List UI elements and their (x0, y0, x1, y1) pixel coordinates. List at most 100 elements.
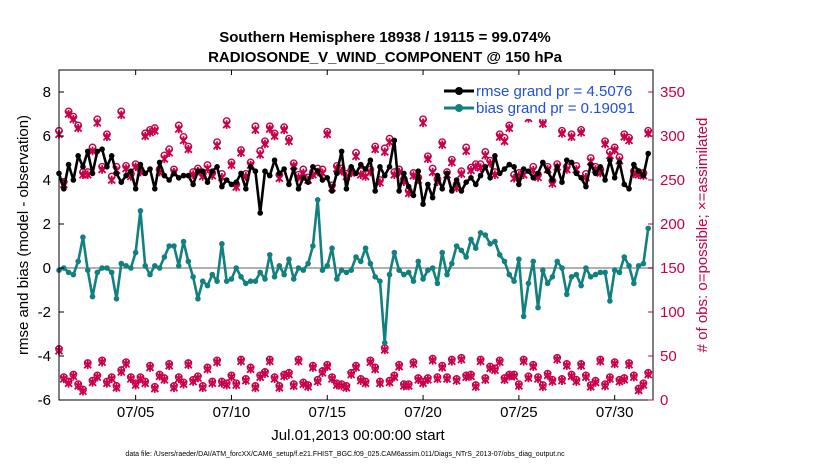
rmse-point (592, 170, 599, 177)
obs-assimilated-marker (107, 374, 116, 384)
bias-point (142, 263, 149, 269)
obs-assimilated-marker (284, 136, 294, 146)
obs-assimilated-marker (256, 150, 265, 159)
bias-point (113, 296, 120, 302)
obs-assimilated-marker (227, 372, 236, 382)
bias-point (80, 234, 86, 240)
rmse-point (228, 181, 235, 188)
obs-assimilated-marker (270, 374, 279, 384)
rmse-point (104, 164, 110, 170)
rmse-point (185, 172, 192, 179)
rmse-point (353, 170, 359, 177)
bias-point (429, 265, 436, 271)
bias-point (439, 249, 446, 256)
y-left-tick-label: 6 (43, 128, 51, 145)
obs-assimilated-marker (126, 374, 135, 384)
obs-assimilated-marker (577, 361, 586, 370)
bias-point (463, 254, 469, 260)
bias-point (482, 232, 489, 238)
rmse-point (415, 168, 422, 174)
bias-point (137, 208, 144, 214)
y-axis-left-label: rmse and bias (model - observation) (15, 115, 32, 355)
rmse-point (372, 188, 378, 194)
bias-point (338, 267, 345, 274)
obs-assimilated-marker (217, 378, 227, 388)
obs-assimilated-marker (198, 383, 207, 392)
rmse-point (444, 170, 450, 177)
obs-assimilated-marker (107, 175, 116, 185)
rmse-point (377, 164, 383, 170)
bias-point (583, 265, 589, 271)
obs-assimilated-marker (538, 119, 547, 128)
rmse-point (506, 161, 513, 168)
bias-point (525, 280, 532, 287)
bias-point (65, 269, 72, 276)
y-axis-left: -6 -4 -2 0 2 4 6 8 (38, 84, 64, 409)
obs-assimilated-marker (323, 129, 332, 139)
bias-point (367, 260, 374, 267)
bias-point (132, 249, 139, 256)
obs-assimilated-marker (438, 140, 447, 150)
rmse-point (362, 166, 369, 172)
bias-point (171, 243, 177, 249)
obs-assimilated-marker (485, 364, 495, 373)
bias-point (314, 197, 321, 203)
x-tick-label: 07/10 (213, 404, 251, 421)
plot-area (59, 70, 653, 400)
obs-assimilated-marker (179, 136, 188, 145)
bias-point (449, 260, 455, 267)
obs-assimilated-marker (509, 371, 519, 381)
obs-assimilated-marker (117, 367, 126, 377)
obs-assimilated-marker (74, 123, 83, 133)
rmse-point (161, 172, 168, 179)
bias-point (257, 269, 263, 276)
rmse-point (401, 170, 407, 177)
obs-assimilated-marker (577, 128, 586, 137)
obs-assimilated-marker (342, 383, 351, 392)
obs-assimilated-marker (251, 383, 260, 392)
rmse-point (152, 186, 158, 192)
obs-assimilated-marker (366, 357, 375, 367)
rmse-point (602, 177, 608, 183)
obs-assimilated-marker (581, 372, 591, 382)
obs-assimilated-marker (457, 169, 466, 179)
bias-point (238, 274, 244, 280)
bias-point (334, 276, 340, 282)
obs-assimilated-marker (572, 377, 581, 386)
rmse-series (56, 137, 652, 216)
bias-point (520, 313, 527, 320)
rmse-point (214, 164, 220, 170)
obs-assimilated-marker (562, 361, 571, 370)
rmse-point (219, 183, 225, 190)
obs-assimilated-marker (280, 371, 289, 381)
rmse-point (190, 181, 196, 188)
rmse-point (631, 161, 637, 168)
bias-point (252, 278, 259, 285)
plot-frame (58, 69, 654, 401)
obs-assimilated-marker (145, 128, 155, 137)
bias-point (94, 269, 101, 276)
bias-point (587, 274, 594, 280)
obs-assimilated-marker (265, 124, 274, 134)
obs-assimilated-marker (442, 374, 452, 384)
rmse-point (640, 172, 647, 179)
bias-point (540, 267, 546, 274)
bias-point (228, 276, 235, 282)
bias-point (645, 225, 652, 232)
rmse-point (209, 168, 216, 174)
obs-assimilated-marker (294, 356, 303, 366)
obs-assimilated-marker (423, 154, 432, 164)
obs-assimilated-marker (275, 383, 284, 392)
obs-assimilated-marker (227, 160, 236, 170)
bias-point (357, 258, 364, 265)
rmse-point (295, 186, 302, 192)
rmse-point (597, 164, 604, 170)
obs-assimilated-marker (174, 124, 183, 134)
rmse-point (544, 168, 551, 174)
obs-assimilated-marker (466, 371, 476, 381)
y-left-tick-label: 0 (43, 260, 51, 277)
bias-point (195, 296, 201, 302)
x-tick-label: 07/05 (117, 404, 155, 421)
obs-assimilated-marker (78, 386, 88, 396)
chart-title-line-1: Southern Hemisphere 18938 / 19115 = 99.0… (219, 29, 550, 46)
